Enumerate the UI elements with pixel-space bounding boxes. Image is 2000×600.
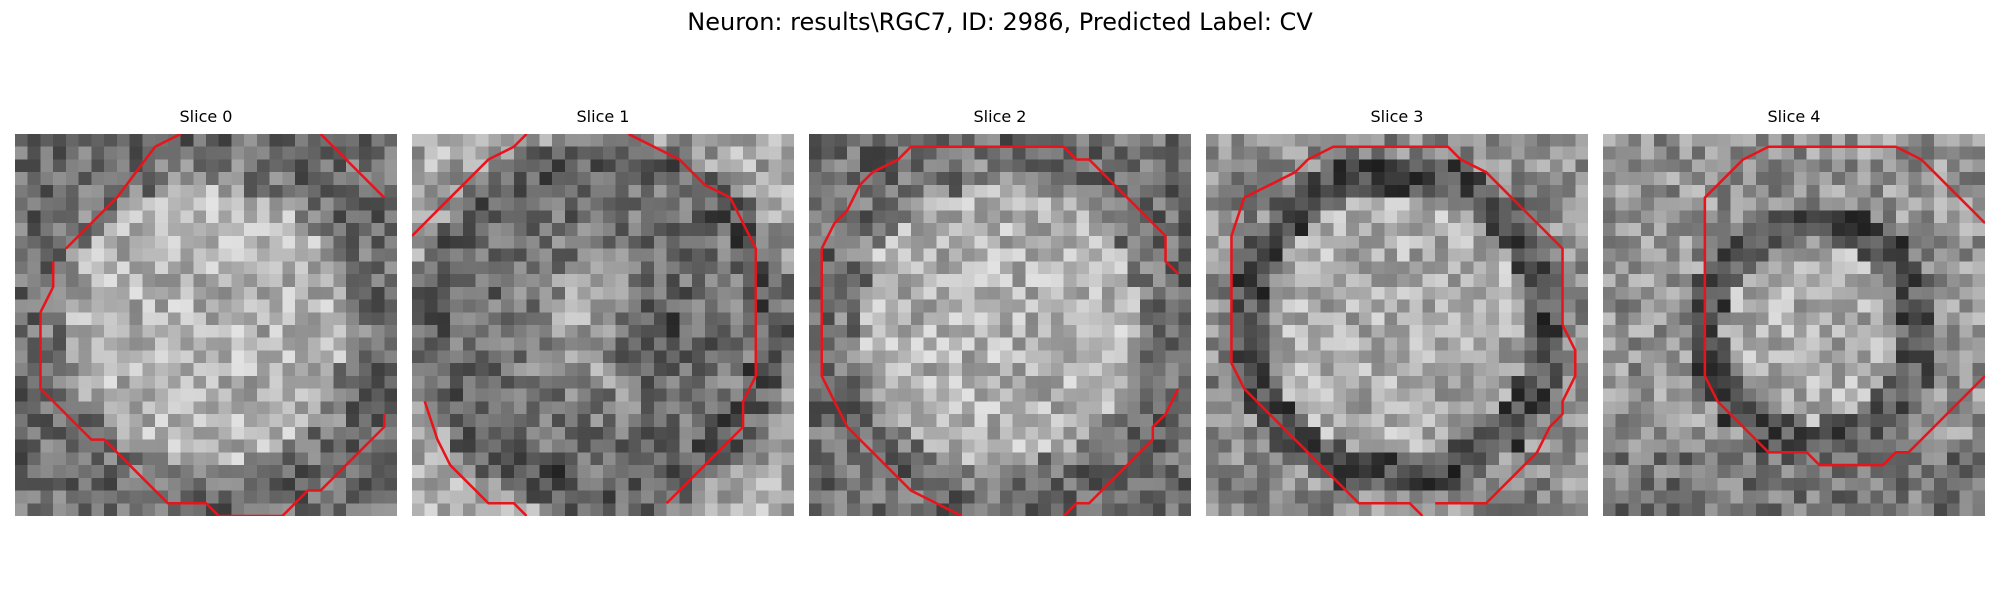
slice-panel-3: Slice 3 bbox=[1206, 106, 1588, 518]
roi-contour bbox=[820, 145, 1180, 275]
slice-panel-1: Slice 1 bbox=[412, 106, 794, 518]
roi-contour bbox=[1703, 184, 1985, 467]
roi-contour bbox=[1230, 197, 1424, 516]
slice-title: Slice 1 bbox=[576, 107, 630, 126]
slice-image bbox=[1206, 134, 1588, 516]
roi-contour bbox=[423, 400, 528, 516]
roi-contour bbox=[820, 248, 963, 516]
roi-contour bbox=[319, 134, 386, 199]
roi-contour bbox=[1716, 145, 1985, 225]
slice-title: Slice 4 bbox=[1767, 107, 1821, 126]
slice-image bbox=[809, 134, 1191, 516]
slice-image bbox=[15, 134, 397, 516]
slice-image bbox=[1603, 134, 1985, 516]
roi-contour bbox=[1435, 324, 1577, 505]
slice-title: Slice 2 bbox=[973, 107, 1027, 126]
roi-contour bbox=[1243, 145, 1564, 325]
roi-contour bbox=[627, 134, 758, 505]
roi-contour bbox=[39, 261, 386, 516]
roi-contour bbox=[65, 134, 182, 250]
slice-title: Slice 3 bbox=[1370, 107, 1424, 126]
roi-contour bbox=[1062, 388, 1180, 516]
figure-title: Neuron: results\RGC7, ID: 2986, Predicte… bbox=[687, 8, 1313, 36]
slice-title: Slice 0 bbox=[179, 107, 233, 126]
slice-panel-4: Slice 4 bbox=[1603, 106, 1985, 518]
slice-panel-0: Slice 0 bbox=[15, 106, 397, 518]
slice-image bbox=[412, 134, 794, 516]
slice-panel-2: Slice 2 bbox=[809, 106, 1191, 518]
roi-contour bbox=[412, 134, 528, 237]
